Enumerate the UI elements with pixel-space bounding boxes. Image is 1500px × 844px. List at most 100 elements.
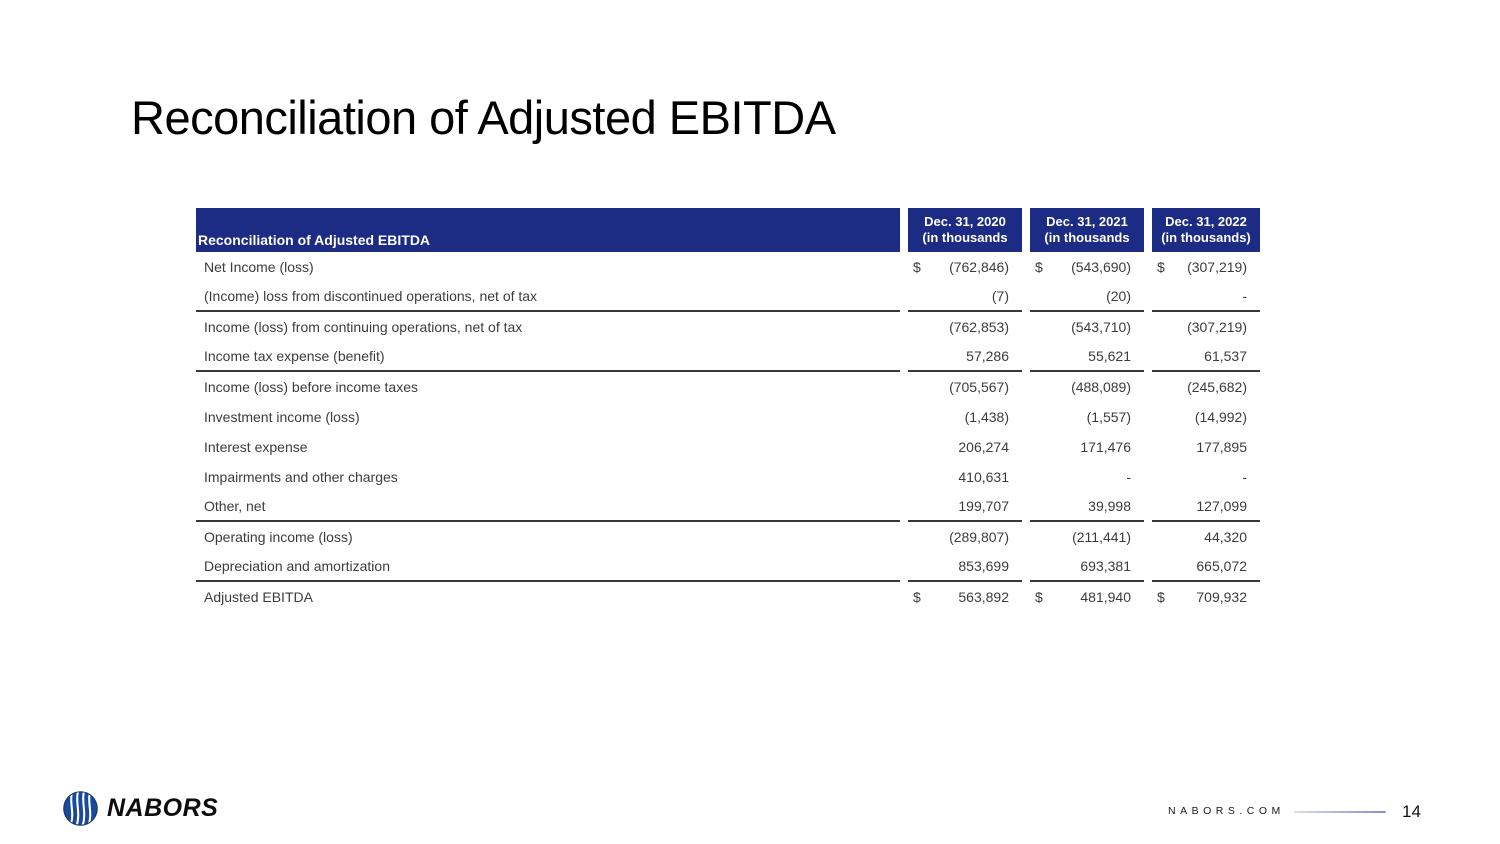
page-number: 14 <box>1402 802 1421 821</box>
row-value-cell: 853,699 <box>908 552 1022 582</box>
cell-value: (307,219) <box>1187 319 1247 335</box>
column-gap <box>1022 282 1030 312</box>
row-label: Other, net <box>196 492 900 522</box>
table-row: Adjusted EBITDA $563,892 $481,940 $709,932 <box>196 582 1260 612</box>
dollar-sign: $ <box>913 259 921 275</box>
row-value-cell: $ (762,846) <box>908 252 1022 282</box>
table-row: Income tax expense (benefit) 57,286 55,621… <box>196 342 1260 372</box>
row-label: (Income) loss from discontinued operatio… <box>196 282 900 312</box>
column-gap <box>1022 402 1030 432</box>
cell-value: 410,631 <box>958 469 1009 485</box>
row-value-cell: $ (307,219) <box>1152 252 1260 282</box>
nabors-logo-icon <box>63 791 98 826</box>
column-gap <box>1144 312 1152 342</box>
row-label: Impairments and other charges <box>204 469 398 485</box>
column-gap <box>1022 432 1030 462</box>
header-units-2022: (in thousands) <box>1161 230 1251 245</box>
table-row: Depreciation and amortization 853,699 693,… <box>196 552 1260 582</box>
cell-value: - <box>1126 469 1131 485</box>
table-header-col-2020: Dec. 31, 2020 (in thousands <box>908 208 1022 252</box>
cell-value: 563,892 <box>958 589 1009 605</box>
cell-value: (20) <box>1106 288 1131 304</box>
cell-value: 481,940 <box>1080 589 1131 605</box>
table-header-col-2022: Dec. 31, 2022 (in thousands) <box>1152 208 1260 252</box>
column-gap <box>1144 402 1152 432</box>
table-row: Operating income (loss) (289,807) (211,441… <box>196 522 1260 552</box>
row-value-cell: 665,072 <box>1152 552 1260 582</box>
cell-value: (211,441) <box>1072 529 1131 545</box>
dollar-sign: $ <box>1035 259 1043 275</box>
cell-value: (543,690) <box>1071 259 1131 275</box>
column-gap <box>900 582 908 612</box>
cell-value: (7) <box>991 288 1009 304</box>
footer-divider-line <box>1294 811 1386 813</box>
column-gap <box>1022 462 1030 492</box>
row-value-cell: (14,992) <box>1152 402 1260 432</box>
column-gap <box>900 402 908 432</box>
header-units-2020: (in thousands <box>922 230 1008 245</box>
column-gap <box>900 252 908 282</box>
row-value-cell: $709,932 <box>1152 582 1260 612</box>
cell-value: (488,089) <box>1071 379 1131 395</box>
cell-value: (1,557) <box>1086 409 1131 425</box>
row-value-cell: (543,710) <box>1030 312 1144 342</box>
table-row: Investment income (loss) (1,438) (1,557) (1… <box>196 402 1260 432</box>
column-gap <box>1022 552 1030 582</box>
row-value-cell: 171,476 <box>1030 432 1144 462</box>
row-value-cell: $ (543,690) <box>1030 252 1144 282</box>
column-gap <box>1144 582 1152 612</box>
cell-value: 693,381 <box>1080 558 1131 574</box>
cell-value: 177,895 <box>1196 439 1247 455</box>
column-gap <box>1022 582 1030 612</box>
cell-value: - <box>1242 288 1247 304</box>
column-gap <box>1144 208 1152 252</box>
column-gap <box>1022 208 1030 252</box>
column-gap <box>900 522 908 552</box>
nabors-logo: NABORS <box>63 791 218 826</box>
column-gap <box>1022 492 1030 522</box>
column-gap <box>1144 492 1152 522</box>
cell-value: 127,099 <box>1196 498 1247 514</box>
row-value-cell: 410,631 <box>908 462 1022 492</box>
row-label: Depreciation and amortization <box>196 552 900 582</box>
table-row: Interest expense 206,274 171,476 177,895 <box>196 432 1260 462</box>
header-date-2020: Dec. 31, 2020 <box>924 214 1006 229</box>
cell-value: (762,853) <box>949 319 1009 335</box>
row-value-cell: - <box>1152 282 1260 312</box>
row-label: Investment income (loss) <box>204 409 360 425</box>
cell-value: (245,682) <box>1187 379 1247 395</box>
cell-value: (14,992) <box>1194 409 1247 425</box>
row-value-cell: (1,438) <box>908 402 1022 432</box>
column-gap <box>1144 252 1152 282</box>
dollar-sign: $ <box>913 589 921 605</box>
column-gap <box>900 312 908 342</box>
table-row: (Income) loss from discontinued operatio… <box>196 282 1260 312</box>
cell-value: 853,699 <box>958 558 1009 574</box>
row-value-cell: (211,441) <box>1030 522 1144 552</box>
column-gap <box>900 462 908 492</box>
cell-value: (289,807) <box>949 529 1009 545</box>
cell-value: (762,846) <box>949 259 1009 275</box>
row-value-cell: (20) <box>1030 282 1144 312</box>
row-value-cell: 55,621 <box>1030 342 1144 372</box>
header-date-2021: Dec. 31, 2021 <box>1046 214 1128 229</box>
row-value-cell: (245,682) <box>1152 372 1260 402</box>
cell-value: 665,072 <box>1196 558 1247 574</box>
row-label: Income (loss) from continuing operations… <box>204 319 523 335</box>
column-gap <box>900 342 908 372</box>
row-value-cell: 57,286 <box>908 342 1022 372</box>
cell-value: 171,476 <box>1080 439 1131 455</box>
row-value-cell: $563,892 <box>908 582 1022 612</box>
row-label: Income (loss) before income taxes <box>204 379 418 395</box>
column-gap <box>1022 372 1030 402</box>
row-value-cell: (762,853) <box>908 312 1022 342</box>
row-value-cell: $481,940 <box>1030 582 1144 612</box>
dollar-sign: $ <box>1157 589 1165 605</box>
row-value-cell: 177,895 <box>1152 432 1260 462</box>
column-gap <box>1144 372 1152 402</box>
column-gap <box>1144 552 1152 582</box>
page-title: Reconciliation of Adjusted EBITDA <box>131 91 836 144</box>
cell-value: 39,998 <box>1088 498 1131 514</box>
cell-value: (543,710) <box>1071 319 1131 335</box>
row-value-cell: 206,274 <box>908 432 1022 462</box>
